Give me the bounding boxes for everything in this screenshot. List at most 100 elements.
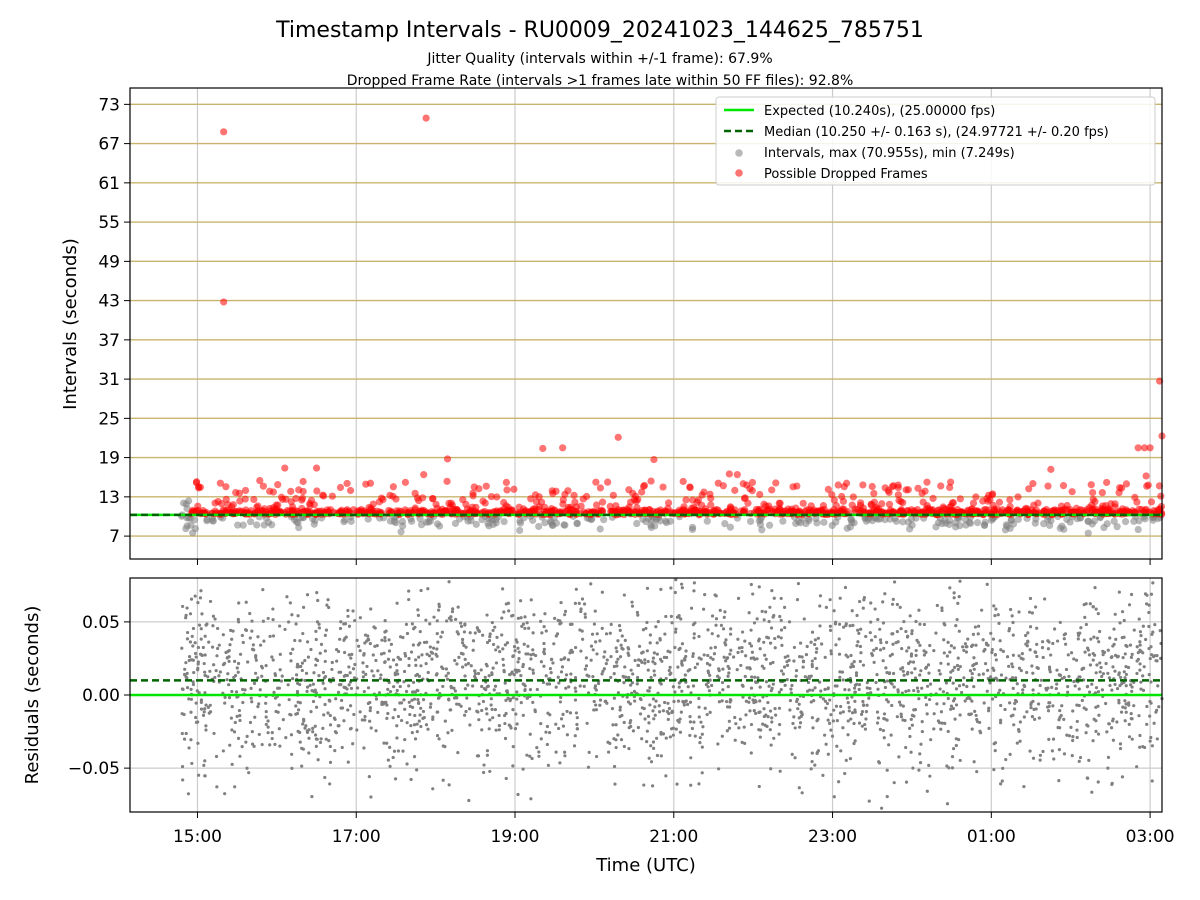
residual-point xyxy=(766,700,770,705)
residual-point xyxy=(944,681,949,685)
residual-point xyxy=(323,687,327,691)
residual-point xyxy=(786,654,790,658)
interval-point xyxy=(492,519,500,527)
residual-point xyxy=(909,654,913,658)
residual-point xyxy=(525,621,529,625)
intervals-y-axis-label: Intervals (seconds) xyxy=(60,238,81,410)
residual-point xyxy=(1012,723,1016,727)
residual-point xyxy=(490,672,494,677)
dropped-frame-point xyxy=(714,479,722,487)
residual-point xyxy=(313,688,317,692)
residual-point xyxy=(487,674,491,678)
residual-point xyxy=(1122,618,1126,623)
residual-point xyxy=(860,710,865,714)
residual-point xyxy=(818,594,823,598)
residual-point xyxy=(375,644,379,648)
residual-point xyxy=(586,691,591,695)
residual-point xyxy=(1145,722,1149,726)
residual-point xyxy=(202,661,206,666)
residual-point xyxy=(999,673,1004,677)
residual-point xyxy=(466,683,470,687)
residual-point xyxy=(768,728,772,732)
residual-point xyxy=(1100,688,1104,692)
residual-point xyxy=(1121,656,1125,660)
residual-point xyxy=(953,665,957,670)
residual-point xyxy=(589,582,593,586)
dropped-frame-point xyxy=(392,495,400,503)
residual-point xyxy=(563,613,567,617)
residual-point xyxy=(521,622,526,626)
residual-point xyxy=(437,696,441,700)
residual-point xyxy=(754,711,758,716)
dropped-frame-point xyxy=(254,502,262,510)
residual-point xyxy=(290,766,294,770)
dropped-frame-point xyxy=(223,507,231,515)
residual-point xyxy=(717,667,721,671)
residual-point xyxy=(727,666,731,671)
residual-point xyxy=(404,622,409,626)
residual-point xyxy=(915,686,920,690)
residual-point xyxy=(674,727,678,731)
residual-point xyxy=(382,651,386,655)
residual-point xyxy=(469,664,473,668)
residual-point xyxy=(618,708,622,712)
residual-point xyxy=(847,709,851,713)
residual-point xyxy=(614,646,618,650)
residual-point xyxy=(323,775,327,780)
residual-point xyxy=(477,702,481,706)
residual-point xyxy=(1017,610,1021,614)
residual-point xyxy=(951,747,956,751)
residual-point xyxy=(348,704,353,708)
residual-point xyxy=(766,636,771,640)
residual-point xyxy=(819,689,823,693)
dropped-frame-point xyxy=(482,482,490,490)
residual-point xyxy=(722,655,726,659)
residual-point xyxy=(793,726,797,730)
residual-point xyxy=(301,722,305,726)
residual-point xyxy=(579,649,583,653)
residual-point xyxy=(592,708,596,712)
residual-point xyxy=(586,765,591,769)
dropped-frame-point xyxy=(731,486,739,494)
residual-point xyxy=(718,608,722,613)
residual-point xyxy=(500,616,504,620)
residual-point xyxy=(708,678,712,682)
residual-point xyxy=(1019,668,1023,673)
residual-point xyxy=(312,671,316,675)
residual-point xyxy=(233,659,237,663)
residual-point xyxy=(972,760,976,764)
residual-point xyxy=(985,689,989,693)
residual-point xyxy=(949,704,954,708)
residual-point xyxy=(1104,661,1108,666)
residual-point xyxy=(1066,685,1070,689)
residual-point xyxy=(658,637,662,641)
residual-point xyxy=(523,626,527,630)
dropped-frame-point xyxy=(710,507,718,515)
residual-point xyxy=(941,690,946,694)
residual-point xyxy=(1150,632,1154,636)
residual-point xyxy=(927,697,932,702)
residual-point xyxy=(972,667,976,671)
residual-point xyxy=(563,750,567,754)
residual-point xyxy=(236,661,241,666)
residual-point xyxy=(520,624,524,628)
residual-point xyxy=(688,733,692,738)
residual-point xyxy=(542,647,546,651)
residual-point xyxy=(918,643,922,647)
residual-point xyxy=(856,640,860,644)
residual-point xyxy=(185,676,189,680)
residual-point xyxy=(531,648,535,652)
residual-point xyxy=(826,686,830,690)
residual-point xyxy=(1091,652,1095,656)
residual-point xyxy=(698,741,702,745)
residual-point xyxy=(771,660,775,665)
dropped-frame-point xyxy=(274,481,282,489)
interval-point xyxy=(253,521,261,529)
residual-point xyxy=(533,708,537,712)
residual-point xyxy=(1011,653,1015,657)
interval-point xyxy=(1113,523,1121,531)
residual-point xyxy=(481,633,485,637)
dropped-frame-point xyxy=(776,506,784,514)
residual-point xyxy=(779,618,783,622)
residual-point xyxy=(612,672,616,676)
